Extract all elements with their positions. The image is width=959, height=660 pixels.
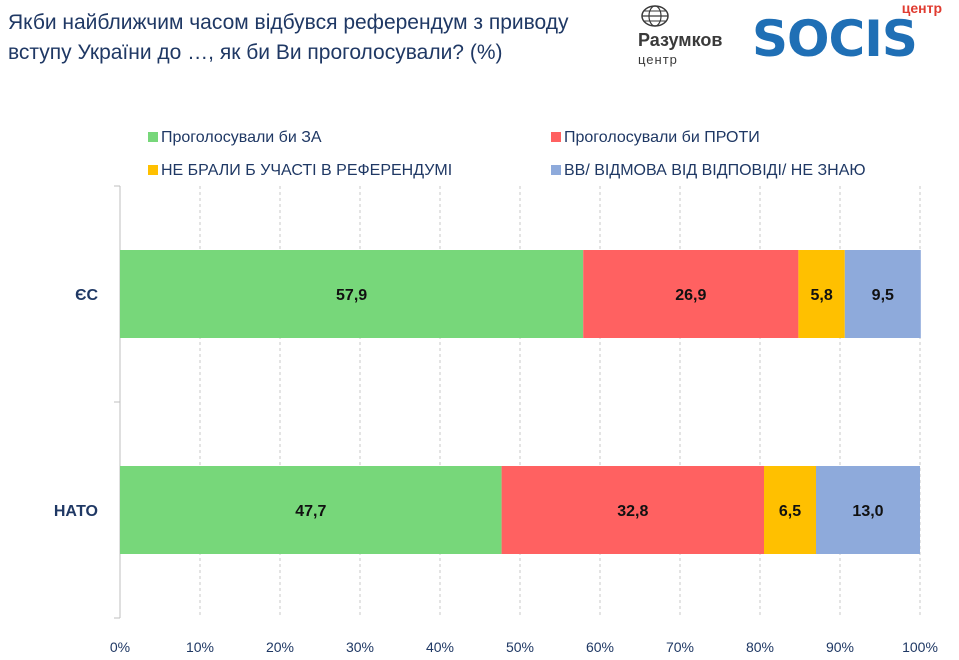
- legend-label: НЕ БРАЛИ Б УЧАСТІ В РЕФЕРЕНДУМІ: [161, 162, 452, 179]
- legend-label: Проголосували би ПРОТИ: [564, 129, 760, 146]
- legend-swatch: [551, 165, 561, 175]
- razumkov-logo: Разумков центр: [636, 2, 748, 68]
- x-tick-label: 50%: [506, 639, 534, 655]
- razumkov-name: Разумков: [638, 30, 723, 50]
- bar-segment: [501, 466, 764, 554]
- x-tick-label: 40%: [426, 639, 454, 655]
- data-label: 9,5: [872, 287, 894, 304]
- data-label: 5,8: [810, 287, 832, 304]
- chart-title: Якби найближчим часом відбувся референду…: [8, 11, 569, 64]
- data-label: 26,9: [675, 287, 706, 304]
- x-tick-label: 60%: [586, 639, 614, 655]
- category-label: ЄС: [75, 287, 98, 304]
- x-tick-label: 100%: [902, 639, 938, 655]
- data-label: 13,0: [852, 503, 883, 520]
- socis-word: SOCIS: [752, 10, 918, 68]
- stacked-bar-chart: Проголосували би ЗА Проголосували би ПРОТ…: [54, 129, 938, 655]
- x-tick-label: 70%: [666, 639, 694, 655]
- socis-logo: центр SOCIS: [752, 0, 952, 70]
- data-label: 57,9: [336, 287, 367, 304]
- x-tick-label: 30%: [346, 639, 374, 655]
- bar-segment: [120, 250, 584, 338]
- legend-label: ВВ/ ВІДМОВА ВІД ВІДПОВІДІ/ НЕ ЗНАЮ: [564, 162, 866, 179]
- x-tick-label: 80%: [746, 639, 774, 655]
- x-tick-label: 20%: [266, 639, 294, 655]
- bar-segment: [816, 466, 920, 554]
- legend-swatch: [551, 132, 561, 142]
- legend-swatch: [148, 132, 158, 142]
- x-tick-label: 0%: [110, 639, 130, 655]
- x-tick-label: 10%: [186, 639, 214, 655]
- x-tick-label: 90%: [826, 639, 854, 655]
- data-label: 32,8: [617, 503, 648, 520]
- razumkov-sub: центр: [638, 52, 678, 67]
- bar-segment: [798, 250, 845, 338]
- category-label: НАТО: [54, 503, 98, 520]
- socis-top: центр: [901, 0, 942, 16]
- legend-swatch: [148, 165, 158, 175]
- bar-segment: [583, 250, 799, 338]
- data-label: 6,5: [779, 503, 801, 520]
- data-label: 47,7: [295, 503, 326, 520]
- bar-segment: [120, 466, 502, 554]
- bar-segment: [844, 250, 921, 338]
- globe-icon: [641, 5, 669, 27]
- legend-label: Проголосували би ЗА: [161, 129, 322, 146]
- bar-segment: [764, 466, 816, 554]
